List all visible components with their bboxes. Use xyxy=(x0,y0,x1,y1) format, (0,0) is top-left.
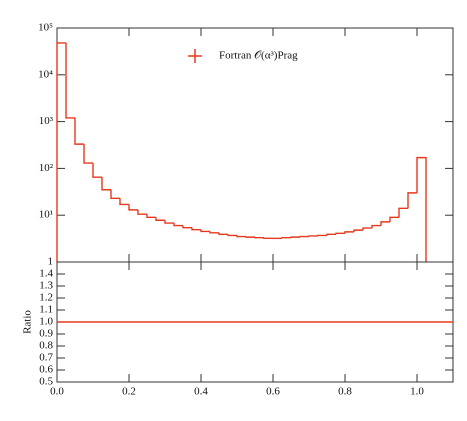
histogram-bin xyxy=(227,234,237,237)
x-tick-label: 0.8 xyxy=(338,386,352,398)
histogram-bin xyxy=(74,117,84,145)
y-tick-label: 0.5 xyxy=(39,376,53,388)
y-tick-label: 10¹ xyxy=(39,209,53,221)
y-tick-label: 10⁵ xyxy=(38,22,53,34)
histogram-bin xyxy=(191,227,201,231)
histogram-bin xyxy=(83,144,93,164)
histogram-bin xyxy=(119,198,129,206)
y-tick-label: 1.0 xyxy=(39,316,53,328)
histogram-bin xyxy=(281,237,291,239)
histogram-bin xyxy=(245,236,255,238)
histogram-bin xyxy=(344,231,354,234)
x-tick-label: 0.6 xyxy=(266,386,280,398)
y-tick-label: 10⁴ xyxy=(38,68,53,80)
histogram-bin xyxy=(236,235,246,238)
histogram-bin xyxy=(353,229,363,232)
histogram-bin xyxy=(335,232,345,235)
histogram-bin xyxy=(155,217,165,221)
x-tick-label: 0.0 xyxy=(50,386,64,398)
y-tick-label: 0.7 xyxy=(39,352,53,364)
histogram-bin xyxy=(146,214,156,219)
y-tick-label: 1.2 xyxy=(39,292,53,304)
y-tick-label: 10³ xyxy=(39,115,54,127)
y-axis-label: Ratio xyxy=(22,310,34,334)
y-tick-label: 1 xyxy=(48,256,54,268)
y-tick-label: 1.1 xyxy=(39,304,53,316)
histogram-bin xyxy=(137,209,147,215)
histogram-bin xyxy=(407,192,417,209)
histogram-bin xyxy=(92,163,102,178)
histogram-bin xyxy=(416,156,427,262)
x-tick-label: 0.4 xyxy=(194,386,208,398)
x-tick-label: 1.0 xyxy=(410,386,424,398)
histogram-bin xyxy=(182,225,192,229)
y-tick-label: 10² xyxy=(39,162,54,174)
histogram-bin xyxy=(173,223,183,227)
histogram-bin xyxy=(218,232,228,236)
histogram-bin xyxy=(362,227,372,231)
histogram-bin xyxy=(209,231,219,234)
histogram-bin xyxy=(308,235,318,237)
y-tick-label: 0.6 xyxy=(39,364,53,376)
histogram-bin xyxy=(380,221,390,226)
y-tick-label: 0.8 xyxy=(39,340,53,352)
plot-frame xyxy=(56,27,454,263)
histogram-bin xyxy=(101,177,111,191)
histogram-bin xyxy=(290,236,300,238)
histogram-bin xyxy=(56,42,66,262)
x-tick-label: 0.2 xyxy=(122,386,136,398)
histogram-bin xyxy=(398,207,408,218)
histogram-bin xyxy=(263,237,273,240)
y-tick-label: 1.3 xyxy=(39,280,53,292)
histogram-bin xyxy=(254,237,264,239)
y-tick-label: 0.9 xyxy=(39,328,53,340)
histogram-bin xyxy=(164,220,174,224)
histogram-bin xyxy=(65,42,75,119)
histogram-bin xyxy=(128,204,138,211)
histogram-bin xyxy=(371,224,381,229)
histogram-bin xyxy=(389,216,399,222)
histogram-bin xyxy=(299,235,309,238)
histogram-bin xyxy=(317,234,327,237)
histogram-bin xyxy=(200,229,210,233)
histogram-bin xyxy=(110,189,120,199)
histogram-bin xyxy=(326,233,336,236)
legend-label: Fortran 𝒪(α³)Prag xyxy=(219,50,298,62)
y-tick-label: 1.4 xyxy=(39,268,53,280)
